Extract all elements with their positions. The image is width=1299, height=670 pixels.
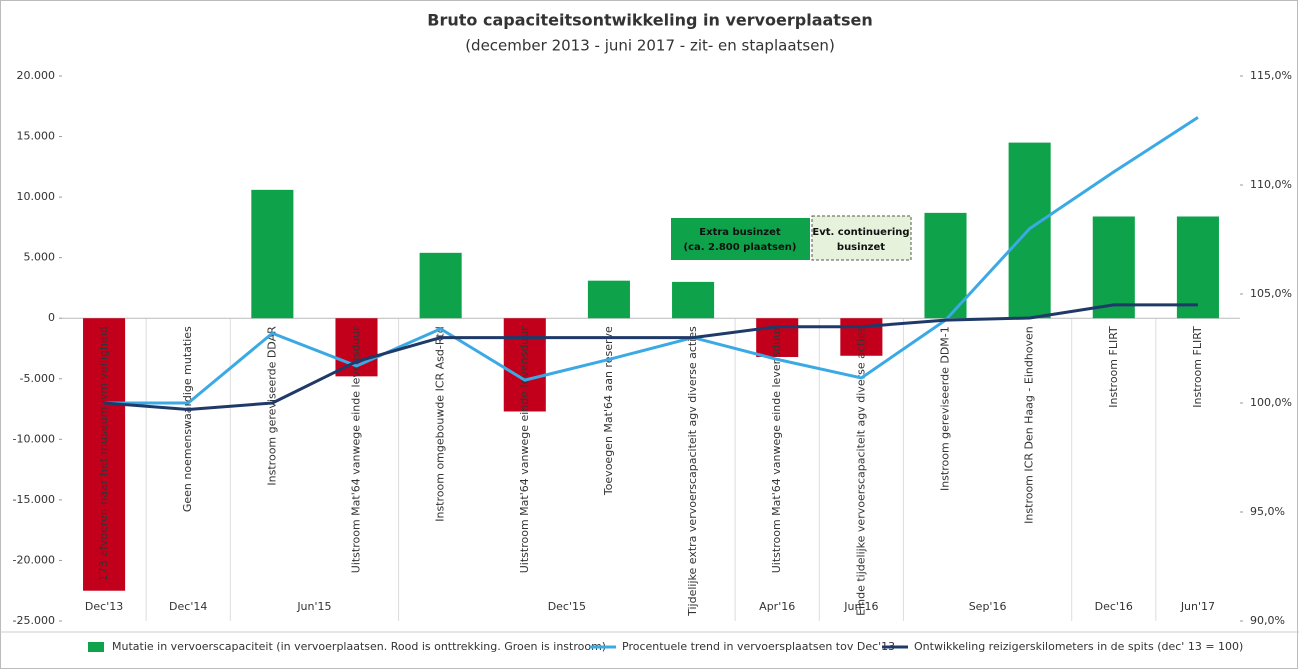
y2-tick-label: 105,0% [1250, 287, 1292, 300]
category-label: Instroom ICR Den Haag - Eindhoven [1023, 326, 1036, 524]
annotation-text: Extra businzet [699, 227, 781, 238]
y-tick-label: -15.000 [13, 493, 55, 506]
y-tick-label: 15.000 [17, 130, 56, 143]
period-label: Dec'13 [85, 600, 123, 613]
period-label: Apr'16 [759, 600, 795, 613]
category-label: Instroom FLIRT [1107, 326, 1120, 408]
period-label: Dec'14 [169, 600, 207, 613]
annotation-box [671, 218, 810, 260]
category-label: Instroom omgebouwde ICR Asd-Rtd [434, 326, 447, 522]
chart-title: Bruto capaciteitsontwikkeling in vervoer… [427, 11, 872, 30]
legend-label: Mutatie in vervoerscapaciteit (in vervoe… [112, 640, 606, 653]
period-label: Sep'16 [969, 600, 1007, 613]
period-label: Dec'15 [548, 600, 586, 613]
y-tick-label: 5.000 [24, 251, 56, 264]
y-tick-label: -10.000 [13, 432, 55, 445]
category-label: Geen noemenswaardige mutaties [181, 326, 194, 512]
annotation: Evt. continuering businzet [811, 215, 912, 261]
y2-tick-label: 90,0% [1250, 614, 1285, 627]
y2-tick-label: 95,0% [1250, 505, 1285, 518]
y2-tick-label: 115,0% [1250, 69, 1292, 82]
category-label: 173 afvoeren naar het museum ivm veiligh… [97, 326, 110, 581]
y-tick-label: -25.000 [13, 614, 55, 627]
line [104, 116, 1199, 405]
bar [83, 318, 126, 591]
y-tick-label: -20.000 [13, 553, 55, 566]
bar [756, 318, 799, 357]
category-label: Uitstroom Mat'64 vanwege einde levensduu… [518, 326, 531, 573]
period-label: Dec'16 [1095, 600, 1133, 613]
annotation-text: businzet [837, 242, 885, 253]
bar [1092, 216, 1135, 319]
period-label: Jun'16 [843, 600, 878, 613]
category-label: Uitstroom Mat'64 vanwege einde levensduu… [350, 326, 363, 573]
bar [587, 280, 630, 319]
bar [672, 281, 715, 319]
annotation: Extra businzet (ca. 2.800 plaatsen) [671, 218, 810, 260]
category-label: Toevoegen Mat'64 aan reserve [602, 326, 615, 496]
category-label: Instroom gereviseerde DDM-1 [939, 326, 952, 491]
bar [251, 189, 294, 319]
category-label: Instroom gereviseerde DDAR [265, 326, 278, 486]
chart-subtitle: (december 2013 - juni 2017 - zit- en sta… [465, 37, 835, 55]
period-label: Jun'17 [1180, 600, 1215, 613]
bar [924, 212, 967, 319]
category-label: Tijdelijke extra vervoerscapaciteit agv … [686, 326, 699, 617]
category-label: Einde tijdelijke vervoerscapaciteit agv … [854, 326, 867, 616]
legend-label: Procentuele trend in vervoersplaatsen to… [622, 640, 895, 653]
bar [503, 318, 546, 412]
legend-label: Ontwikkeling reizigerskilometers in de s… [914, 640, 1243, 653]
y2-tick-label: 100,0% [1250, 396, 1292, 409]
y2-tick-label: 110,0% [1250, 178, 1292, 191]
y-tick-label: 20.000 [17, 69, 56, 82]
period-label: Jun'15 [296, 600, 331, 613]
legend-swatch [88, 642, 104, 652]
annotation-box [811, 215, 912, 261]
y-tick-label: 0 [48, 311, 55, 324]
category-label: Uitstroom Mat'64 vanwege einde levensduu… [770, 326, 783, 573]
bar [1176, 216, 1219, 319]
annotation-text: (ca. 2.800 plaatsen) [684, 242, 797, 253]
y-tick-label: 10.000 [17, 190, 56, 203]
annotation-text: Evt. continuering [812, 227, 909, 238]
category-label: Instroom FLIRT [1191, 326, 1204, 408]
y-tick-label: -5.000 [20, 372, 55, 385]
bar [419, 252, 462, 319]
line [103, 303, 1198, 412]
